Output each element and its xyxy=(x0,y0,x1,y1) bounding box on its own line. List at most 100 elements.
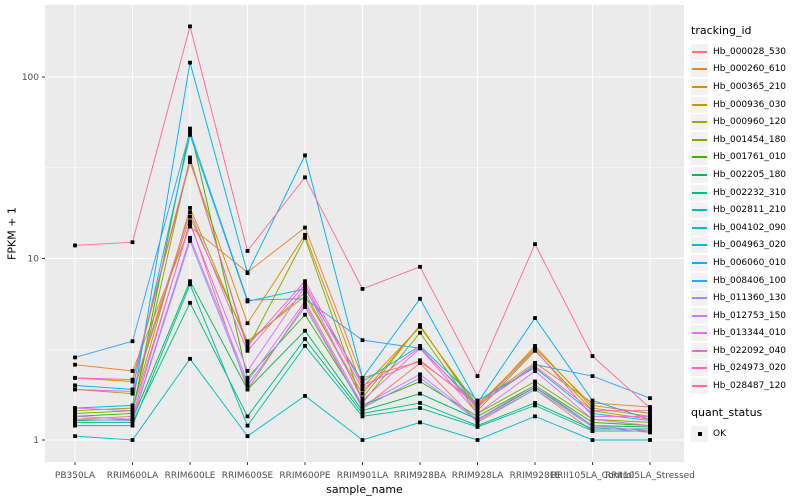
data-point xyxy=(360,387,365,392)
x-tick-label: RRIM600LA xyxy=(107,471,159,481)
data-point xyxy=(533,379,537,384)
data-point xyxy=(648,427,652,431)
data-point xyxy=(418,379,422,384)
x-tick-label: RRIM928LA xyxy=(452,471,504,481)
data-point xyxy=(533,369,537,373)
data-point xyxy=(303,337,307,341)
legend: tracking_id Hb_000028_530 Hb_000260_610 Hb… xyxy=(691,24,799,442)
data-point xyxy=(533,403,537,408)
data-point xyxy=(245,321,250,326)
x-tick-label: RRII105LA_Control xyxy=(551,471,634,481)
data-point xyxy=(303,302,307,307)
legend-entry-Hb_004102_090: Hb_004102_090 xyxy=(691,219,799,237)
legend-entry-Hb_002811_210: Hb_002811_210 xyxy=(691,201,799,219)
legend-line-swatch-icon xyxy=(691,166,708,183)
data-point xyxy=(245,249,250,253)
legend-line-swatch-icon xyxy=(691,325,708,342)
data-point xyxy=(130,369,135,373)
data-point xyxy=(245,343,250,348)
legend-entry-Hb_012753_150: Hb_012753_150 xyxy=(691,307,799,325)
data-point xyxy=(245,348,250,353)
data-point xyxy=(303,290,307,295)
legend-entry-Hb_013344_010: Hb_013344_010 xyxy=(691,325,799,343)
legend-entry-label: Hb_002205_180 xyxy=(713,169,787,180)
data-point xyxy=(245,387,250,392)
x-tick-label: RRIM901LA xyxy=(337,471,389,481)
data-point xyxy=(303,225,307,230)
data-point xyxy=(303,328,307,333)
data-point xyxy=(533,401,537,405)
ok-square-marker-icon xyxy=(691,425,708,442)
data-point xyxy=(475,414,480,419)
legend-line-swatch-icon xyxy=(691,378,708,395)
legend-entry-label: Hb_008406_100 xyxy=(713,275,787,286)
data-point xyxy=(360,391,365,396)
data-point xyxy=(475,403,480,408)
data-point xyxy=(590,398,595,403)
data-point xyxy=(590,420,595,425)
data-point xyxy=(73,387,77,392)
data-point xyxy=(360,396,365,401)
legend-entry-Hb_001761_010: Hb_001761_010 xyxy=(691,149,799,167)
data-point xyxy=(73,420,77,425)
data-point xyxy=(590,411,595,416)
legend-entry-Hb_000960_120: Hb_000960_120 xyxy=(691,113,799,131)
legend-entry-Hb_006060_010: Hb_006060_010 xyxy=(691,254,799,272)
data-point xyxy=(360,398,365,403)
legend-entry-label: Hb_024973_020 xyxy=(713,363,787,374)
data-point xyxy=(245,434,250,439)
data-point xyxy=(475,425,480,429)
legend-entry-label: Hb_001761_010 xyxy=(713,152,787,163)
data-point xyxy=(73,375,77,380)
data-point xyxy=(533,316,537,320)
data-point xyxy=(188,219,192,224)
data-point xyxy=(188,224,192,229)
data-point xyxy=(590,354,595,358)
y-tick-label: 100 xyxy=(22,73,39,83)
data-point xyxy=(303,312,307,317)
data-point xyxy=(590,438,595,442)
legend-entry-Hb_011360_130: Hb_011360_130 xyxy=(691,289,799,307)
legend-entry-Hb_004963_020: Hb_004963_020 xyxy=(691,237,799,255)
data-point xyxy=(303,299,307,304)
data-point xyxy=(360,408,365,413)
data-point xyxy=(360,411,365,416)
data-point xyxy=(533,364,537,369)
data-point xyxy=(188,60,192,65)
data-point xyxy=(418,330,422,335)
data-point xyxy=(73,417,77,422)
data-point xyxy=(245,369,250,373)
data-point xyxy=(303,279,307,284)
data-point xyxy=(533,385,537,390)
data-point xyxy=(590,427,595,431)
legend-entry-label: Hb_001454_180 xyxy=(713,134,787,145)
legend-line-swatch-icon xyxy=(691,114,708,131)
data-point xyxy=(73,414,77,419)
data-point xyxy=(188,235,192,240)
data-point xyxy=(188,279,192,284)
data-point xyxy=(130,406,135,410)
legend-entry-label: Hb_000260_610 xyxy=(713,64,787,75)
data-point xyxy=(73,243,77,248)
x-tick-label: RRIM600LE xyxy=(165,471,216,481)
data-point xyxy=(130,387,135,392)
x-tick-label: RRIM600PE xyxy=(279,471,331,481)
data-point xyxy=(475,411,480,416)
data-point xyxy=(188,160,192,164)
legend-line-swatch-icon xyxy=(691,202,708,219)
x-tick-label: RRIM600SE xyxy=(222,471,274,481)
data-point xyxy=(418,391,422,396)
data-point xyxy=(303,284,307,289)
legend-line-swatch-icon xyxy=(691,219,708,236)
data-point xyxy=(303,393,307,398)
legend-line-swatch-icon xyxy=(691,131,708,148)
data-point xyxy=(590,374,595,378)
data-point xyxy=(418,406,422,410)
data-point xyxy=(245,341,250,346)
data-point xyxy=(130,391,135,396)
data-point xyxy=(475,374,480,378)
data-point xyxy=(533,343,537,348)
legend-entry-Hb_000028_530: Hb_000028_530 xyxy=(691,43,799,61)
data-point xyxy=(360,401,365,405)
